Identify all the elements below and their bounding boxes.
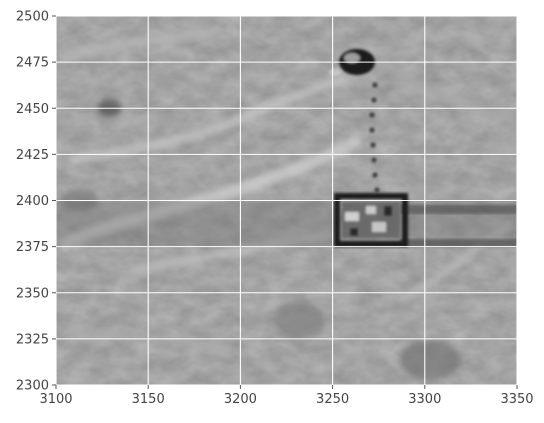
y-tick-label: 2350 (16, 286, 49, 301)
x-tick-label: 3200 (224, 392, 257, 407)
x-axis-ticks: 3100 3150 3200 3250 3300 3350 (39, 385, 534, 407)
x-tick-label: 3250 (316, 392, 349, 407)
x-tick-label: 3150 (132, 392, 165, 407)
dotted-trail (369, 82, 380, 193)
x-tick-label: 3300 (408, 392, 441, 407)
y-tick-label: 2500 (16, 10, 49, 25)
y-tick-label: 2425 (16, 148, 49, 163)
y-axis-ticks: 2300 2325 2350 2375 2400 2425 2450 2475 2500 (16, 10, 56, 394)
y-tick-label: 2475 (16, 56, 49, 71)
y-tick-label: 2300 (16, 379, 49, 394)
dark-rectangle-structure (334, 193, 408, 247)
grid-lines (55, 15, 518, 386)
road-edge-top (400, 205, 517, 214)
y-tick-label: 2375 (16, 240, 49, 255)
road-edge-bottom (400, 239, 517, 247)
y-tick-label: 2400 (16, 194, 49, 209)
y-tick-label: 2450 (16, 102, 49, 117)
y-tick-label: 2325 (16, 332, 49, 347)
x-tick-label: 3350 (500, 392, 533, 407)
x-tick-label: 3100 (39, 392, 72, 407)
